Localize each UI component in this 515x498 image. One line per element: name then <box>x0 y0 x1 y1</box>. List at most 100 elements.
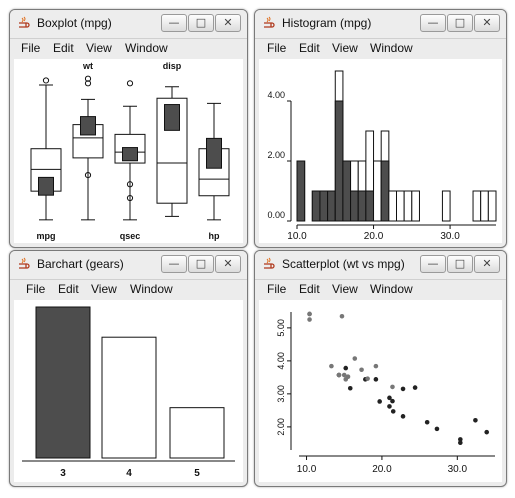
maximize-button[interactable]: □ <box>447 255 473 273</box>
scatterplot-canvas[interactable]: 10.0 20.0 30.0 2.00 3.00 4.00 5.00 <box>259 300 502 482</box>
histogram-bar-highlight <box>365 190 375 222</box>
menu-window[interactable]: Window <box>370 41 413 55</box>
boxplot-canvas[interactable]: mpg wt qsec disp hp <box>14 59 243 243</box>
scatterplot-window[interactable]: Scatterplot (wt vs mpg) — □ ✕ File Edit … <box>254 250 507 487</box>
scatter-point-highlight <box>352 356 358 361</box>
histogram-window[interactable]: Histogram (mpg) — □ ✕ File Edit View Win… <box>254 9 507 248</box>
menu-view[interactable]: View <box>86 41 112 55</box>
menu-window[interactable]: Window <box>370 282 413 296</box>
box-highlight <box>38 176 54 196</box>
histogram-bar-highlight <box>334 100 344 222</box>
maximize-button[interactable]: □ <box>447 14 473 32</box>
menu-file[interactable]: File <box>267 41 287 55</box>
scatter-point-highlight <box>336 372 342 378</box>
box-outlier <box>126 194 134 202</box>
bar <box>101 336 157 459</box>
menu-edit[interactable]: Edit <box>53 41 74 55</box>
histogram-bar <box>472 190 482 222</box>
title-bar[interactable]: Barchart (gears) — □ ✕ <box>10 251 247 280</box>
menu-edit[interactable]: Edit <box>299 41 320 55</box>
histogram-bar <box>373 160 382 222</box>
x-tick-label: 20.0 <box>364 231 384 242</box>
x-tick-label: 10.0 <box>287 231 307 242</box>
scatter-point <box>400 386 406 392</box>
menu-view[interactable]: View <box>332 282 358 296</box>
menu-file[interactable]: File <box>267 282 287 296</box>
scatter-point <box>458 437 463 442</box>
histogram-canvas[interactable]: 10.0 20.0 30.0 0.00 2.00 4.00 <box>259 59 502 243</box>
menu-bar: File Edit View Window <box>255 39 506 57</box>
y-tick-label: 5.00 <box>276 319 286 337</box>
title-bar[interactable]: Histogram (mpg) — □ ✕ <box>255 10 506 39</box>
x-tick-label: 30.0 <box>448 464 468 475</box>
barchart-canvas[interactable]: 3 4 5 <box>14 300 243 482</box>
scatter-point <box>343 365 349 371</box>
box-outlier <box>84 80 92 87</box>
barchart-window[interactable]: Barchart (gears) — □ ✕ File Edit View Wi… <box>9 250 248 487</box>
close-button[interactable]: ✕ <box>215 255 241 273</box>
menu-view[interactable]: View <box>91 282 117 296</box>
bar-category-label: 3 <box>60 468 66 479</box>
minimize-button[interactable]: — <box>161 14 187 32</box>
menu-file[interactable]: File <box>21 41 41 55</box>
menu-edit[interactable]: Edit <box>58 282 79 296</box>
minimize-button[interactable]: — <box>420 14 446 32</box>
menu-window[interactable]: Window <box>130 282 173 296</box>
scatter-point-highlight <box>345 374 351 379</box>
title-bar[interactable]: Boxplot (mpg) — □ ✕ <box>10 10 247 39</box>
box-outlier <box>84 75 92 82</box>
maximize-button[interactable]: □ <box>188 14 214 32</box>
menu-bar: File Edit View Window <box>255 280 506 298</box>
histogram-bar <box>480 190 489 222</box>
menu-edit[interactable]: Edit <box>299 282 320 296</box>
java-app-icon <box>264 257 275 269</box>
scatter-point <box>387 395 392 401</box>
window-title: Histogram (mpg) <box>282 16 372 30</box>
menu-file[interactable]: File <box>26 282 46 296</box>
box-outlier <box>126 80 134 87</box>
box-highlight <box>206 137 222 169</box>
y-tick-label: 2.00 <box>276 418 286 436</box>
scatter-point-highlight <box>359 367 364 373</box>
menu-window[interactable]: Window <box>125 41 168 55</box>
y-tick-label: 4.00 <box>276 352 286 370</box>
boxplot-chart: mpg wt qsec disp hp <box>30 61 230 241</box>
box-highlight <box>164 104 180 131</box>
scatter-point <box>373 377 379 382</box>
close-button[interactable]: ✕ <box>474 255 500 273</box>
box-top-label: disp <box>163 61 182 71</box>
java-app-icon <box>19 16 30 28</box>
title-bar[interactable]: Scatterplot (wt vs mpg) — □ ✕ <box>255 251 506 280</box>
histogram-bar <box>396 190 405 222</box>
histogram-bar-highlight <box>380 160 390 222</box>
scatter-point-highlight <box>373 363 379 369</box>
scatter-point <box>434 426 440 432</box>
maximize-button[interactable]: □ <box>188 255 214 273</box>
histogram-bar <box>388 190 398 222</box>
menu-bar: File Edit View Window <box>10 39 247 57</box>
scatter-point-highlight <box>329 363 334 369</box>
minimize-button[interactable]: — <box>161 255 187 273</box>
scatter-point <box>377 399 382 404</box>
box-label: mpg <box>37 231 56 241</box>
y-tick-label: 3.00 <box>276 385 286 403</box>
scatter-point-highlight <box>307 317 312 322</box>
histogram-bar <box>441 190 451 222</box>
barchart-chart: 3 4 5 <box>22 306 235 479</box>
menu-view[interactable]: View <box>332 41 358 55</box>
bar-highlight <box>35 306 91 459</box>
scatter-point-highlight <box>307 311 312 317</box>
close-button[interactable]: ✕ <box>215 14 241 32</box>
histogram-bar-highlight <box>357 190 367 222</box>
scatter-point <box>484 429 490 435</box>
bar-category-label: 4 <box>126 468 132 479</box>
box-highlight <box>122 147 138 162</box>
scatter-point <box>412 385 418 390</box>
histogram-bar-highlight <box>319 190 329 222</box>
menu-bar: File Edit View Window <box>10 280 247 298</box>
box-label: qsec <box>120 231 141 241</box>
boxplot-window[interactable]: Boxplot (mpg) — □ ✕ File Edit View Windo… <box>9 9 248 248</box>
close-button[interactable]: ✕ <box>474 14 500 32</box>
y-tick-label: 2.00 <box>267 150 285 160</box>
minimize-button[interactable]: — <box>420 255 446 273</box>
